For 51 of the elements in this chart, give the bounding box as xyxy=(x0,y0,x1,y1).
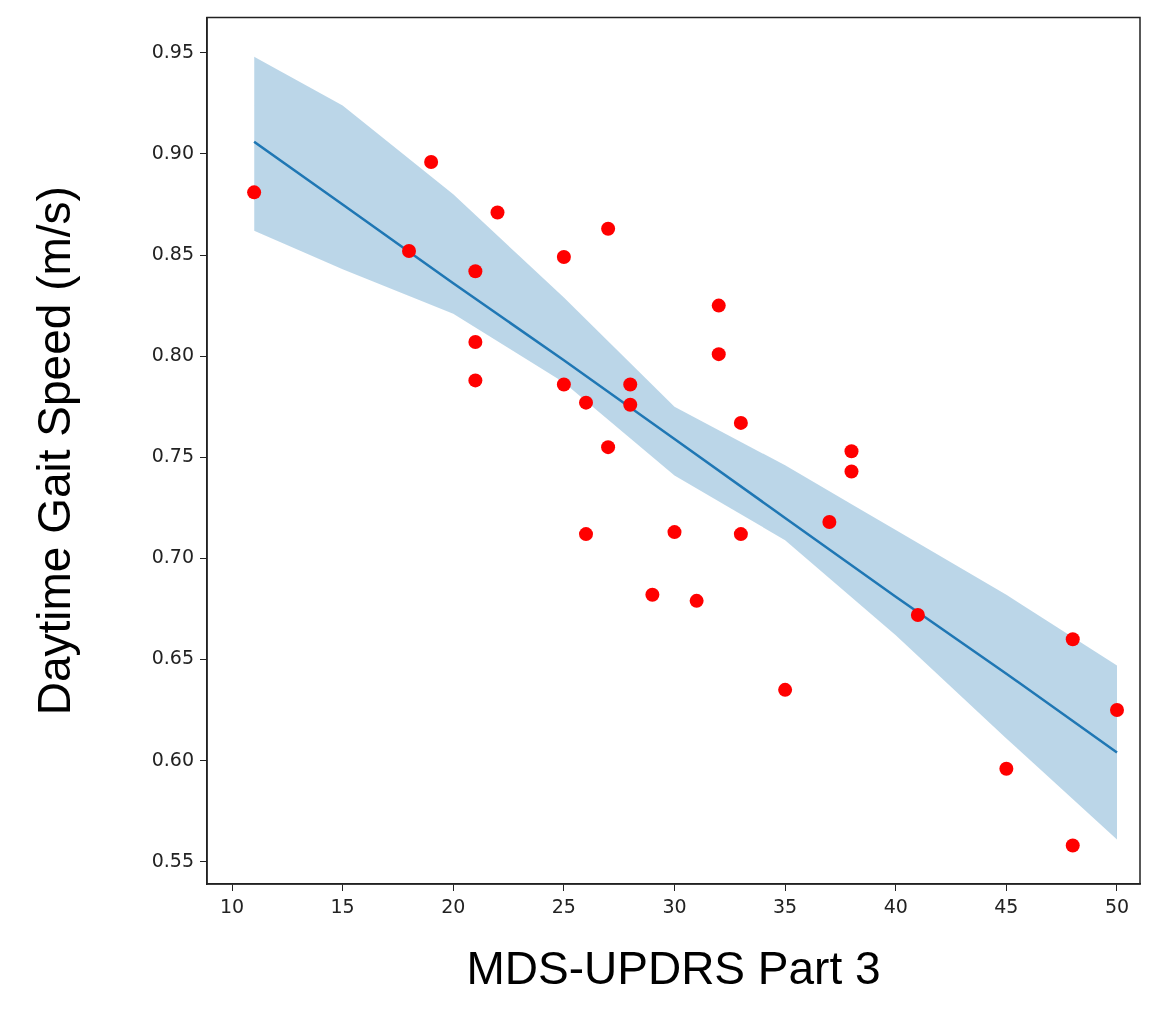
point xyxy=(999,761,1014,776)
point xyxy=(623,397,638,412)
point xyxy=(733,527,748,542)
point xyxy=(402,243,416,258)
point xyxy=(844,464,859,479)
y-tick-label: 0.80 xyxy=(151,343,194,366)
point xyxy=(733,415,748,430)
y-tick-label: 0.95 xyxy=(151,39,194,62)
x-tick-label: 10 xyxy=(219,895,245,918)
point xyxy=(579,395,593,410)
x-tick-label: 45 xyxy=(994,895,1019,918)
x-tick-label: 40 xyxy=(883,895,908,918)
point xyxy=(468,335,483,349)
x-tick-label: 35 xyxy=(773,895,798,918)
point xyxy=(1109,703,1124,718)
y-tick-label: 0.90 xyxy=(151,140,194,163)
y-tick-label: 0.70 xyxy=(151,545,194,568)
point xyxy=(601,221,616,236)
point xyxy=(711,347,726,362)
point xyxy=(468,373,483,388)
point xyxy=(778,682,793,697)
point xyxy=(424,155,439,169)
y-axis-title: Daytime Gait Speed (m/s) xyxy=(28,186,81,716)
point xyxy=(822,514,837,529)
x-tick-label: 25 xyxy=(551,895,576,918)
y-tick-label: 0.75 xyxy=(151,444,194,467)
point xyxy=(490,205,505,220)
x-tick-label: 50 xyxy=(1104,895,1130,918)
x-tick-label: 30 xyxy=(662,895,687,918)
point xyxy=(556,377,571,392)
point xyxy=(711,298,726,313)
point xyxy=(247,185,262,200)
y-tick-label: 0.55 xyxy=(151,848,194,871)
point xyxy=(601,440,616,455)
point xyxy=(844,444,859,459)
y-tick-label: 0.60 xyxy=(151,747,194,770)
point xyxy=(579,527,593,542)
x-tick-label: 20 xyxy=(441,895,466,918)
y-tick-label: 0.65 xyxy=(151,646,194,669)
point xyxy=(556,250,571,265)
point xyxy=(910,608,925,623)
point xyxy=(1065,632,1080,647)
y-tick-label: 0.85 xyxy=(151,241,194,264)
x-tick-label: 15 xyxy=(330,895,355,918)
point xyxy=(667,525,682,540)
x-axis-title: MDS-UPDRS Part 3 xyxy=(466,942,881,995)
point xyxy=(689,593,704,608)
point xyxy=(623,377,638,392)
point xyxy=(1065,838,1080,853)
point xyxy=(645,587,660,602)
point xyxy=(468,264,483,279)
